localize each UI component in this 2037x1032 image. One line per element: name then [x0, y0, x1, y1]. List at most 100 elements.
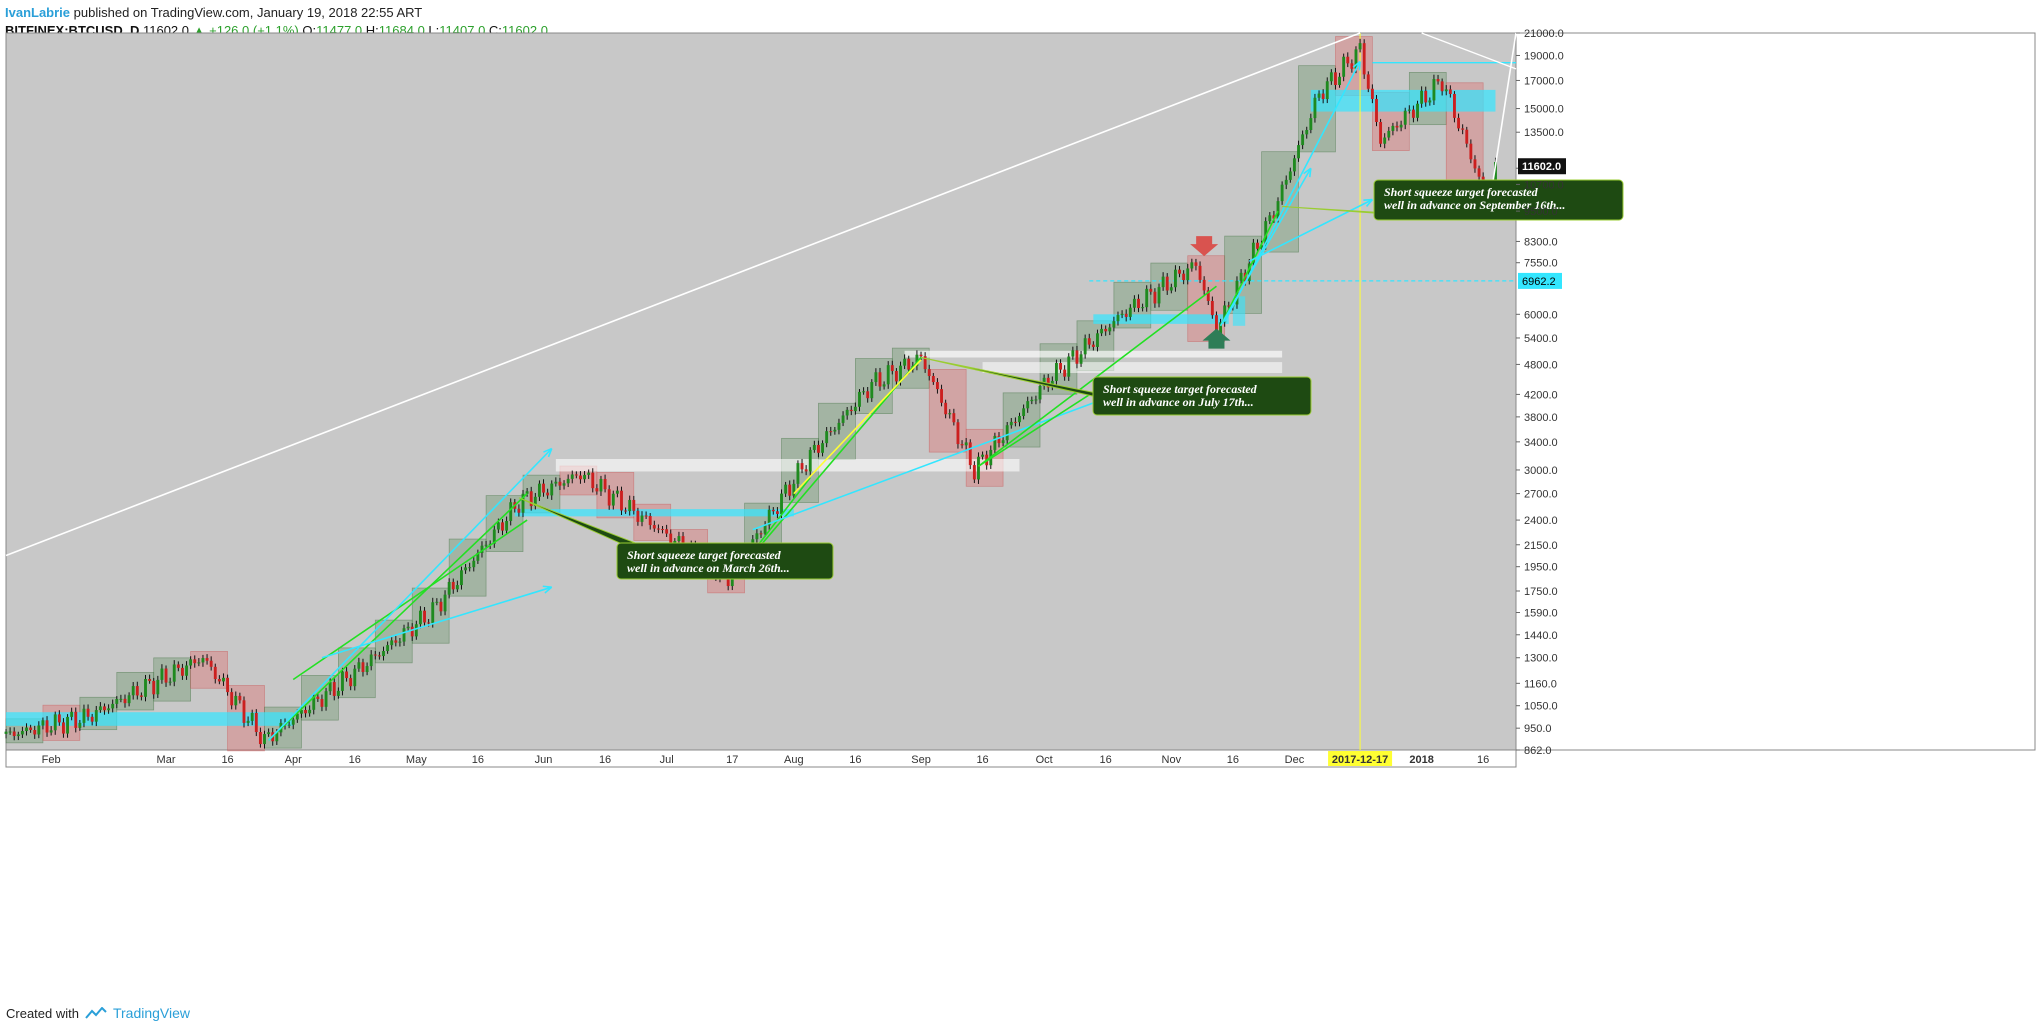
bull-candle	[833, 426, 837, 435]
time-tick-label: Sep	[911, 754, 931, 766]
candle-body	[833, 429, 837, 432]
candle-body	[780, 493, 783, 514]
bull-candle	[1018, 412, 1021, 427]
bull-candle	[821, 440, 824, 457]
candle-body	[837, 422, 841, 430]
bear-candle	[90, 713, 94, 726]
candle-body	[1354, 49, 1358, 69]
arrowhead	[1363, 198, 1373, 207]
bull-candle	[1292, 155, 1296, 176]
bear-candle	[332, 677, 336, 701]
candle-body	[952, 413, 956, 423]
candle-body	[866, 391, 870, 399]
candle-body	[570, 474, 574, 479]
bull-candle	[402, 624, 406, 646]
candle-body	[1284, 179, 1288, 185]
time-tick-label: 16	[976, 754, 988, 766]
bear-candle	[394, 635, 398, 647]
bull-candle	[386, 641, 390, 654]
candle-body	[677, 536, 681, 542]
candle-body	[771, 509, 775, 512]
candle-body	[1083, 338, 1087, 355]
candle-body	[1124, 313, 1128, 317]
candle-body	[423, 610, 426, 623]
bull-candle	[8, 727, 12, 735]
candle-body	[1453, 93, 1456, 118]
candle-body	[1436, 79, 1440, 82]
bear-candle	[103, 703, 106, 715]
candle-body	[234, 695, 238, 706]
candle-body	[977, 456, 980, 480]
bull-candle	[981, 451, 985, 460]
candle-body	[246, 720, 250, 723]
candle-body	[349, 678, 353, 687]
bull-candle	[49, 726, 53, 736]
candle-body	[41, 720, 45, 726]
candle-body	[755, 533, 759, 540]
bull-candle	[107, 704, 111, 714]
candle-body	[213, 666, 217, 680]
bull-candle	[1190, 258, 1194, 272]
bear-candle	[788, 480, 792, 501]
candle-body	[1022, 408, 1026, 416]
candle-body	[661, 528, 664, 530]
bull-candle	[1034, 395, 1038, 405]
bear-candle	[135, 681, 139, 700]
bear-candle	[1063, 365, 1067, 381]
low-label: L:	[428, 23, 440, 38]
candle-body	[1009, 421, 1013, 426]
candle-body	[1132, 298, 1136, 308]
time-tick-label: Aug	[784, 754, 804, 766]
candle-body	[1268, 215, 1272, 222]
candle-body	[123, 698, 127, 704]
bull-candle	[1383, 133, 1387, 149]
tradingview-brand-link[interactable]: TradingView	[112, 1005, 191, 1021]
candle-body	[1461, 128, 1465, 130]
candle-body	[849, 409, 853, 412]
support-resistance-band	[1310, 89, 1496, 112]
bull-candle	[185, 661, 188, 680]
price-tick-label: 13500.0	[1524, 127, 1564, 139]
bull-candle	[1009, 418, 1013, 429]
bear-candle	[1375, 95, 1378, 127]
bullish-zone-box	[153, 657, 191, 702]
bull-candle	[464, 564, 468, 574]
bull-candle	[570, 470, 574, 484]
candle-body	[1005, 425, 1009, 441]
bull-candle	[841, 411, 845, 427]
time-tick-label: Oct	[1036, 754, 1053, 766]
bull-candle	[197, 658, 201, 667]
sell-signal-arrow-icon	[1190, 236, 1219, 257]
projection-line	[977, 285, 1217, 467]
candle-body	[357, 662, 361, 669]
candle-body	[209, 660, 213, 667]
candle-body	[1145, 288, 1149, 308]
bull-candle	[1301, 130, 1305, 150]
candle-body	[460, 570, 463, 586]
candle-body	[940, 389, 943, 403]
bull-candle	[20, 726, 24, 739]
bear-candle	[632, 495, 636, 515]
bull-candle	[353, 665, 357, 691]
bull-candle	[435, 598, 439, 606]
candle-body	[361, 662, 365, 672]
bull-candle	[915, 350, 919, 371]
candle-body	[291, 719, 295, 725]
author-link[interactable]: IvanLabrie	[5, 5, 71, 20]
bear-candle	[817, 440, 820, 458]
candle-body	[1391, 125, 1395, 131]
candle-body	[439, 601, 443, 612]
bear-candle	[866, 386, 870, 403]
candle-body	[1317, 93, 1321, 98]
bear-candle	[927, 364, 931, 381]
bull-candle	[168, 677, 172, 686]
bear-candle	[62, 718, 65, 738]
candle-body	[480, 545, 484, 553]
time-tick-label: Mar	[157, 754, 176, 766]
candle-body	[1399, 124, 1403, 128]
bear-candle	[1465, 126, 1469, 148]
candle-body	[812, 444, 816, 450]
candle-body	[923, 356, 927, 370]
candle-body	[1276, 201, 1280, 219]
